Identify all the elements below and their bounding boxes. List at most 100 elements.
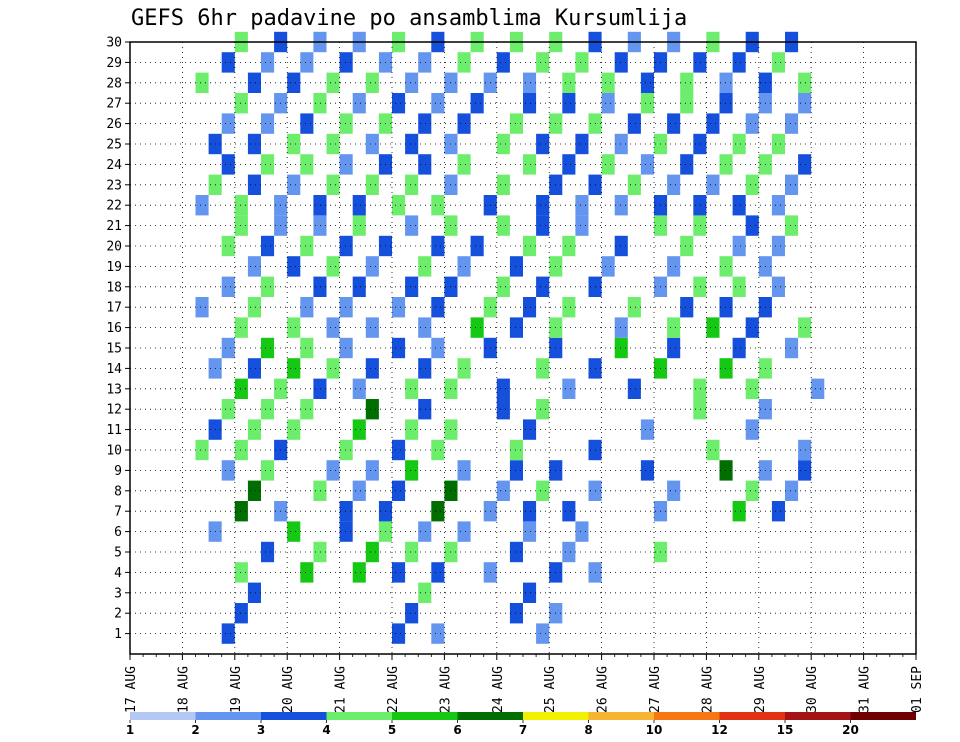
heatmap-cell: [221, 52, 235, 73]
heatmap-cell: [195, 72, 209, 93]
heatmap-cell: [221, 337, 235, 359]
heatmap-cell: [234, 378, 248, 399]
heatmap-cell: [732, 235, 746, 257]
heatmap-cell: [339, 52, 353, 73]
colorbar-segment: [850, 712, 916, 720]
heatmap-cell: [247, 133, 261, 155]
heatmap-cell: [431, 195, 445, 216]
heatmap-cell: [247, 419, 261, 440]
heatmap-cell: [405, 215, 419, 236]
heatmap-cell: [496, 378, 510, 399]
heatmap-cell: [247, 297, 261, 318]
x-tick-label: 19 AUG: [229, 666, 244, 713]
heatmap-cell: [627, 113, 641, 134]
heatmap-cell: [798, 460, 812, 481]
heatmap-cell: [562, 378, 576, 399]
y-tick-label: 20: [106, 240, 122, 255]
heatmap-cell: [523, 235, 537, 257]
heatmap-cell: [221, 623, 235, 644]
heatmap-cell: [339, 521, 353, 542]
heatmap-cell: [706, 113, 720, 134]
y-tick-label: 6: [114, 525, 122, 540]
heatmap-cell: [300, 562, 314, 583]
heatmap-cell: [523, 419, 537, 440]
heatmap-cell: [234, 93, 248, 114]
y-tick-label: 5: [114, 546, 122, 561]
y-tick-label: 25: [106, 138, 122, 153]
grid-lines: [130, 42, 916, 654]
heatmap-cell: [496, 276, 510, 297]
heatmap-cell: [405, 174, 419, 195]
x-tick-label: 28 AUG: [700, 666, 715, 713]
heatmap-cell: [457, 154, 471, 175]
heatmap-cell: [352, 195, 366, 216]
heatmap-cell: [680, 235, 694, 257]
heatmap-cell: [771, 133, 785, 155]
heatmap-cell: [418, 317, 432, 338]
heatmap-cell: [732, 501, 746, 522]
heatmap-cell: [247, 256, 261, 277]
heatmap-cell: [719, 358, 733, 379]
heatmap-cell: [313, 276, 327, 297]
heatmap-cell: [365, 460, 379, 481]
colorbar-segment: [719, 712, 785, 720]
heatmap-cell: [326, 256, 340, 277]
heatmap-cell: [234, 439, 248, 461]
heatmap-cell: [405, 603, 419, 624]
x-tick-label: 31 AUG: [858, 666, 873, 713]
heatmap-cell: [287, 419, 301, 440]
heatmap-cell: [418, 52, 432, 73]
heatmap-cell: [575, 215, 589, 236]
x-tick-label: 26 AUG: [596, 666, 611, 713]
heatmap-cell: [509, 541, 523, 563]
heatmap-cell: [614, 52, 628, 73]
heatmap-cell: [418, 113, 432, 134]
x-tick-label: 22 AUG: [386, 666, 401, 713]
heatmap-cell: [640, 154, 654, 175]
heatmap-cell: [221, 399, 235, 420]
heatmap-cell: [706, 439, 720, 461]
heatmap-cell: [392, 93, 406, 114]
colorbar-segment: [588, 712, 654, 720]
heatmap-cell: [431, 297, 445, 318]
heatmap-cell: [339, 154, 353, 175]
colorbar-label: 5: [388, 723, 396, 737]
heatmap-cell: [339, 113, 353, 134]
x-tick-label: 24 AUG: [491, 666, 506, 713]
heatmap-cell: [300, 337, 314, 359]
heatmap-cell: [536, 399, 550, 420]
heatmap-cell: [457, 460, 471, 481]
heatmap-cell: [313, 480, 327, 501]
y-tick-label: 4: [114, 566, 122, 581]
heatmap-cell: [811, 378, 825, 399]
heatmap-cell: [771, 276, 785, 297]
heatmap-cell: [261, 276, 275, 297]
heatmap-cell: [496, 52, 510, 73]
heatmap-cell: [470, 235, 484, 257]
heatmap-cell: [313, 93, 327, 114]
heatmap-cell: [418, 154, 432, 175]
x-tick-label: 18 AUG: [176, 666, 191, 713]
heatmap-cell: [418, 358, 432, 379]
heatmap-cell: [339, 337, 353, 359]
heatmap-cell: [352, 215, 366, 236]
heatmap-cell: [365, 399, 379, 420]
colorbar-segment: [785, 712, 851, 720]
heatmap-cell: [745, 215, 759, 236]
heatmap-cell: [575, 133, 589, 155]
heatmap-cell: [247, 480, 261, 501]
heatmap-cell: [405, 460, 419, 481]
heatmap-cell: [523, 93, 537, 114]
chart-title: GEFS 6hr padavine po ansamblima Kursumli…: [131, 6, 688, 31]
y-tick-label: 8: [114, 484, 122, 499]
heatmap-cell: [195, 439, 209, 461]
y-tick-label: 15: [106, 342, 122, 357]
heatmap-cell: [509, 256, 523, 277]
heatmap-cell: [496, 399, 510, 420]
heatmap-cell: [575, 52, 589, 73]
heatmap-cell: [392, 562, 406, 583]
heatmap-cell: [693, 133, 707, 155]
y-tick-label: 1: [114, 627, 122, 642]
heatmap-cell: [706, 174, 720, 195]
x-tick-label: 20 AUG: [281, 666, 296, 713]
